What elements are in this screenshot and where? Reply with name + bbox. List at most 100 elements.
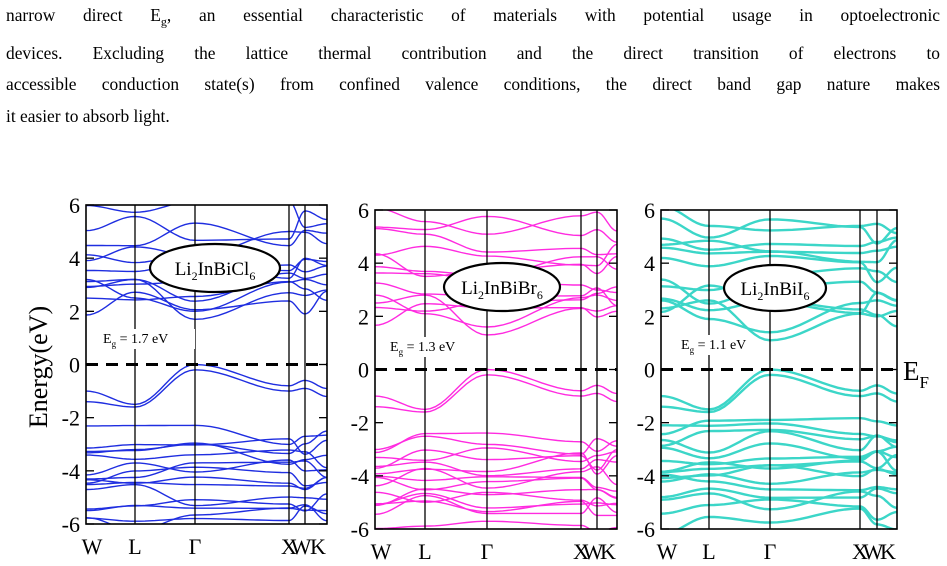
valence-band — [661, 373, 897, 414]
conduction-band — [375, 294, 617, 336]
k-point-label: Γ — [189, 534, 202, 559]
paragraph-subscript: g — [160, 14, 167, 29]
y-tick-label: -4 — [62, 459, 80, 484]
compound-formula: Li2InBiCl6 — [175, 259, 256, 283]
bands-Cl — [86, 205, 327, 524]
valence-band — [661, 453, 897, 474]
valence-band — [375, 520, 617, 529]
y-tick-label: -4 — [351, 464, 369, 489]
valence-band — [86, 493, 327, 512]
valence-band — [86, 363, 327, 406]
k-point-label: W — [657, 539, 678, 564]
k-point-label: K — [600, 539, 616, 564]
valence-band — [86, 369, 327, 408]
k-point-label: W — [371, 539, 392, 564]
valence-band — [661, 498, 897, 521]
k-point-label: L — [702, 539, 715, 564]
k-point-label: W — [82, 534, 103, 559]
valence-band — [661, 429, 897, 454]
valence-band — [375, 447, 617, 463]
k-point-label: Γ — [764, 539, 777, 564]
valence-band — [676, 507, 897, 529]
body-paragraph: narrow direct Eg, an essential character… — [6, 0, 940, 132]
valence-band — [86, 430, 327, 455]
y-tick-label: 4 — [69, 246, 80, 271]
k-point-label: L — [418, 539, 431, 564]
k-point-label: W — [583, 539, 604, 564]
gap-label-bg — [99, 329, 195, 349]
y-tick-label: -6 — [351, 517, 369, 542]
valence-band — [86, 466, 327, 487]
conduction-band — [375, 294, 617, 328]
paragraph-line-1: narrow direct Eg, an essential character… — [6, 0, 940, 38]
valence-band — [375, 500, 617, 517]
valence-band — [86, 449, 327, 469]
valence-band — [375, 368, 617, 411]
valence-band — [661, 368, 897, 411]
k-point-label: K — [310, 534, 326, 559]
valence-band — [86, 476, 327, 489]
conduction-band — [384, 210, 617, 235]
k-point-label: W — [291, 534, 312, 559]
formula-ellipse — [442, 261, 562, 313]
gap-label-bg — [677, 335, 753, 355]
y-tick-label: 4 — [358, 251, 369, 276]
gap-label-bg — [386, 337, 470, 357]
valence-band — [375, 435, 617, 455]
valence-band — [661, 417, 897, 436]
conduction-band — [661, 297, 897, 328]
paragraph-text: narrow direct E — [6, 5, 161, 25]
k-point-label: X — [281, 534, 297, 559]
y-tick-label: -4 — [637, 464, 655, 489]
bands-I — [661, 210, 897, 529]
valence-band — [375, 459, 617, 477]
valence-band — [86, 503, 327, 524]
conduction-band — [86, 230, 327, 262]
valence-band — [86, 438, 327, 456]
conduction-band — [661, 239, 897, 264]
paragraph-line-4: it easier to absorb light. — [6, 105, 170, 126]
y-tick-label: 4 — [644, 251, 655, 276]
valence-band — [86, 460, 327, 480]
y-tick-label: 0 — [69, 353, 80, 378]
formula-ellipse — [722, 263, 828, 313]
k-point-label: X — [852, 539, 868, 564]
y-tick-label: 2 — [358, 304, 369, 329]
conduction-band — [86, 290, 327, 316]
y-tick-label: -6 — [62, 512, 80, 537]
formula-ellipse — [148, 242, 282, 294]
conduction-band — [661, 236, 897, 251]
y-axis-label: Energy(eV) — [24, 306, 53, 428]
k-point-label: W — [863, 539, 884, 564]
conduction-band — [661, 299, 897, 334]
conduction-band — [375, 215, 617, 243]
valence-band — [375, 488, 617, 507]
valence-band — [661, 468, 897, 486]
y-tick-label: -2 — [637, 411, 655, 436]
bands-Br — [375, 210, 617, 529]
conduction-band — [86, 210, 327, 241]
fermi-level-label: EF — [903, 356, 929, 392]
conduction-band — [86, 222, 327, 247]
valence-band — [661, 490, 897, 511]
conduction-band — [86, 278, 327, 313]
conduction-band — [661, 217, 897, 245]
valence-band — [375, 494, 617, 515]
y-tick-label: -2 — [62, 406, 80, 431]
y-tick-label: -6 — [637, 517, 655, 542]
conduction-band — [661, 245, 897, 255]
conduction-band — [375, 243, 617, 267]
k-point-label: L — [128, 534, 141, 559]
band-gap-label: Eg = 1.7 eV — [103, 332, 168, 349]
compound-formula: Li2InBiI6 — [741, 279, 810, 303]
valence-band — [375, 374, 617, 413]
valence-band — [86, 442, 327, 466]
k-point-label: K — [880, 539, 896, 564]
valence-band — [661, 487, 897, 499]
y-tick-label: 0 — [644, 358, 655, 383]
